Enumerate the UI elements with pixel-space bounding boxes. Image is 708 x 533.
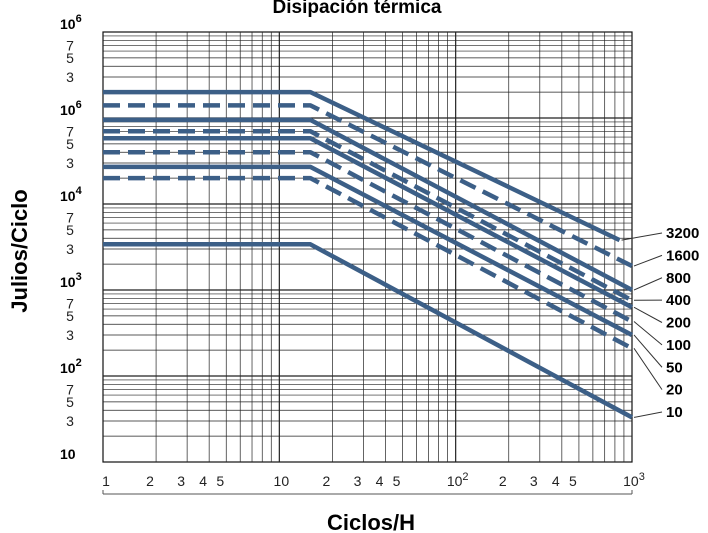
x-tick-label: 1: [102, 473, 110, 489]
x-tick-label: 2: [499, 473, 507, 489]
series-leader-line: [633, 348, 663, 390]
series-label: 100: [666, 337, 691, 354]
series-leader-line: [621, 232, 663, 241]
y-tick-label: 106: [60, 13, 82, 32]
y-tick-label: 5: [66, 394, 74, 410]
grid: [102, 31, 633, 463]
series-label: 3200: [666, 225, 699, 242]
x-tick-label: 3: [354, 473, 362, 489]
series-leader-line: [633, 411, 663, 418]
y-tick-label: 7: [66, 381, 74, 397]
y-tick-label: 3: [66, 327, 74, 343]
y-tick-label: 7: [66, 37, 74, 53]
y-tick-label: 102: [60, 357, 82, 376]
chart-title: Disipación térmica: [273, 0, 442, 18]
y-tick-label: 106: [60, 99, 82, 118]
y-tick-label: 7: [66, 295, 74, 311]
series-label: 50: [666, 359, 683, 376]
x-tick-label: 4: [552, 473, 560, 489]
series-label: 200: [666, 315, 691, 332]
series-leader-line: [633, 306, 663, 323]
series-line-50: [103, 164, 634, 337]
series-leader-line: [633, 254, 663, 267]
x-tick-label: 10: [274, 473, 290, 489]
x-tick-label: 103: [623, 471, 645, 489]
y-axis-title: Julios/Ciclo: [7, 189, 32, 312]
x-tick-label: 2: [323, 473, 331, 489]
plot-frame: [102, 31, 633, 463]
series-line-800: [103, 117, 634, 292]
x-tick-label: 5: [569, 473, 577, 489]
y-tick-label: 104: [60, 185, 83, 204]
series-label: 400: [666, 292, 691, 309]
series-lines: [103, 89, 634, 420]
series-label: 10: [666, 404, 683, 421]
x-tick-labels: 1 2 3 4 5 10 2 3 4 5 102 2 3 4 5 103: [102, 471, 645, 495]
x-tick-label: 4: [376, 473, 384, 489]
x-tick-label: 3: [177, 473, 185, 489]
y-tick-label: 7: [66, 209, 74, 225]
y-tick-label: 3: [66, 241, 74, 257]
series-line-3200: [103, 89, 621, 243]
series-label: 20: [666, 382, 683, 399]
x-tick-label: 102: [447, 471, 469, 489]
series-line-400: [103, 129, 634, 303]
x-tick-label: 5: [216, 473, 224, 489]
series-line-20: [103, 175, 634, 351]
y-tick-label: 3: [66, 155, 74, 171]
x-tick-label: 5: [393, 473, 401, 489]
y-tick-label: 7: [66, 123, 74, 139]
x-axis-title: Ciclos/H: [327, 510, 415, 533]
series-line-100: [103, 149, 634, 324]
y-tick-label: 5: [66, 222, 74, 238]
series-leader-line: [633, 321, 663, 346]
y-tick-label: 10: [60, 446, 76, 462]
series-leader-line: [633, 277, 663, 291]
series-line-200: [103, 136, 634, 310]
series-line-10: [103, 242, 634, 420]
series-leader-line: [633, 334, 663, 368]
x-tick-label: 3: [530, 473, 538, 489]
series-labels: 3200 1600 800 400 200 100 50 20 10: [621, 225, 699, 421]
y-tick-label: 5: [66, 50, 74, 66]
series-label: 800: [666, 270, 691, 287]
series-line-1600: [103, 103, 634, 269]
y-tick-label: 103: [60, 271, 82, 290]
y-tick-label: 3: [66, 69, 74, 85]
y-tick-label: 5: [66, 136, 74, 152]
x-tick-label: 4: [199, 473, 207, 489]
y-tick-label: 3: [66, 413, 74, 429]
x-tick-label: 2: [146, 473, 154, 489]
series-label: 1600: [666, 247, 699, 264]
y-tick-label: 5: [66, 308, 74, 324]
